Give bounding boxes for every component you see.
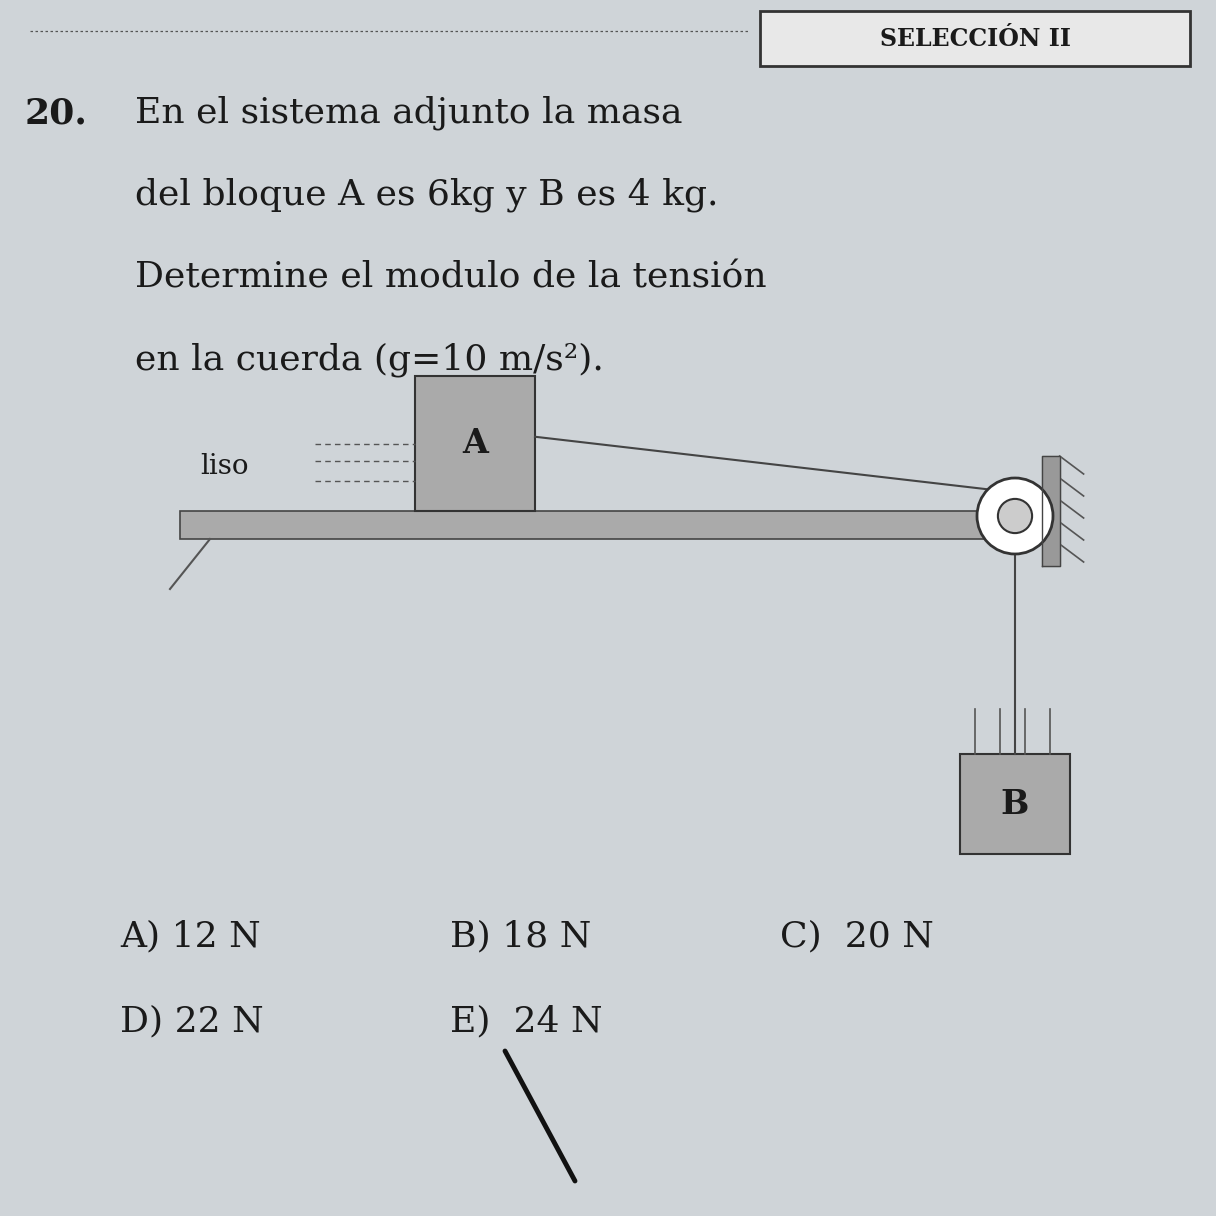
Text: en la cuerda (g=10 m/s²).: en la cuerda (g=10 m/s²). (135, 342, 604, 377)
Text: B: B (1001, 788, 1029, 821)
Text: E)  24 N: E) 24 N (450, 1004, 603, 1038)
Circle shape (976, 478, 1053, 554)
Text: D) 22 N: D) 22 N (120, 1004, 264, 1038)
FancyBboxPatch shape (760, 11, 1190, 66)
Polygon shape (1042, 456, 1059, 565)
Bar (180, 511, 1000, 539)
Bar (959, 754, 1070, 854)
Text: B) 18 N: B) 18 N (450, 919, 591, 953)
Text: 20.: 20. (26, 96, 88, 130)
Text: C)  20 N: C) 20 N (779, 919, 934, 953)
Text: SELECCIÓN II: SELECCIÓN II (879, 27, 1070, 51)
Text: liso: liso (199, 452, 248, 479)
Text: del bloque A es 6kg y B es 4 kg.: del bloque A es 6kg y B es 4 kg. (135, 178, 719, 213)
Text: A) 12 N: A) 12 N (120, 919, 260, 953)
Text: A: A (462, 427, 488, 460)
Circle shape (998, 499, 1032, 533)
Text: Determine el modulo de la tensión: Determine el modulo de la tensión (135, 260, 766, 294)
Text: En el sistema adjunto la masa: En el sistema adjunto la masa (135, 96, 682, 130)
Bar (415, 376, 535, 511)
